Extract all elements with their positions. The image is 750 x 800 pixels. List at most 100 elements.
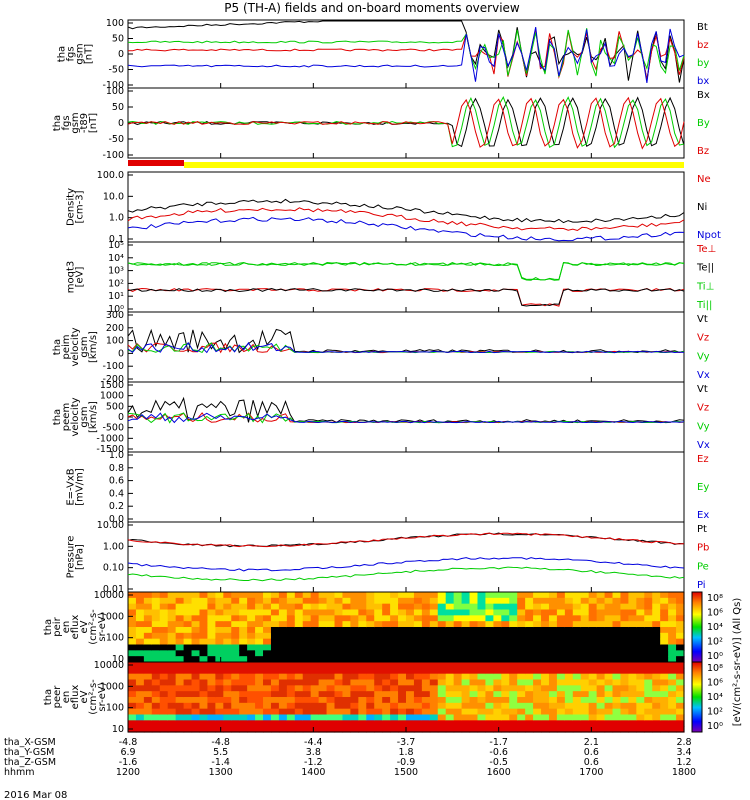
spectrogram-cell [382,726,391,733]
spectrogram-cell [533,621,542,628]
spectrogram-cell [525,592,534,599]
spectrogram-cell [406,632,415,640]
y-tick-label: 1000 [100,611,124,622]
y-axis-label: [nPa] [75,544,86,570]
spectrogram-cell [270,673,280,681]
spectrogram-cell [143,697,153,704]
spectrogram-cell [382,592,391,599]
spectrogram-cell [660,662,669,669]
spectrogram-cell [541,679,550,686]
spectrogram-cell [588,714,598,721]
spectrogram-cell [461,609,471,616]
spectrogram-cell [390,644,399,651]
spectrogram-cell [548,609,558,616]
spectrogram-cell [302,720,312,727]
spectrogram-cell [445,726,455,733]
spectrogram-cell [318,597,328,605]
spectrogram-cell [628,662,637,669]
spectrogram-cell [437,609,447,616]
spectrogram-cell [398,667,407,675]
spectrogram-cell [620,691,629,698]
spectrogram-cell [421,638,431,646]
spectrogram-cell [501,662,510,669]
spectrogram-cell [660,621,669,628]
spectrogram-cell [183,714,193,721]
spectrogram-cell [342,720,351,727]
spectrogram-cell [382,702,391,710]
spectrogram-cell [191,615,201,622]
spectrogram-cell [239,697,248,704]
spectrogram-cell [318,621,328,628]
spectrogram-cell [358,697,367,704]
spectrogram-cell [263,650,272,657]
spectrogram-cell [366,644,375,651]
spectrogram-cell [461,679,471,686]
spectrogram-cell [382,621,391,628]
spectrogram-cell [541,697,550,704]
spectrogram-cell [366,597,375,605]
spectrogram-cell [342,714,351,721]
spectrogram-cell [469,615,479,622]
spectrogram-cell [556,726,566,733]
spectrogram-cell [159,720,169,727]
spectrogram-cell [604,708,614,716]
spectrogram-cell [541,627,550,634]
spectrogram-cell [175,714,185,721]
spectrogram-cell [255,714,264,721]
y-tick-label: -100 [102,80,124,91]
spectrogram-cell [445,609,455,616]
spectrogram-cell [628,667,637,675]
spectrogram-cell [366,627,375,634]
spectrogram-cell [358,638,367,646]
spectrogram-cell [247,632,256,640]
spectrogram-cell [620,603,629,611]
spectrogram-cell [350,615,359,622]
spectrogram-cell [302,714,312,721]
spectrogram-cell [509,679,518,686]
spectrogram-cell [644,603,653,611]
spectrogram-cell [580,685,590,692]
spectrogram-cell [191,644,201,651]
spectrogram-cell [294,656,304,663]
spectrogram-cell [263,621,272,628]
spectrogram-cell [493,621,502,628]
spectrogram-cell [437,592,447,599]
spectrogram-cell [223,714,232,721]
spectrogram-cell [636,726,645,733]
spectrogram-cell [167,708,177,716]
spectrogram-cell [668,615,677,622]
spectrogram-cell [247,597,256,605]
spectrogram-cell [135,597,145,605]
spectrogram-cell [596,662,606,669]
spectrogram-cell [564,673,574,681]
spectrogram-cell [278,685,288,692]
spectrogram-cell [390,621,399,628]
spectrogram-cell [501,697,510,704]
spectrogram-cell [239,679,248,686]
spectrogram-cell [588,621,598,628]
spectrogram-cell [310,720,320,727]
spectrogram-cell [509,697,518,704]
spectrogram-cell [191,609,201,616]
spectrogram-cell [660,627,669,634]
spectrogram-cell [445,702,455,710]
spectrogram-cell [191,597,201,605]
spectrogram-cell [572,638,582,646]
spectrogram-cell [453,708,463,716]
spectrogram-cell [358,609,367,616]
spectrogram-cell [469,632,479,640]
spectrogram-cell [453,685,463,692]
spectrogram-cell [596,679,606,686]
spectrogram-cell [326,615,336,622]
spectrogram-cell [509,597,518,605]
spectrogram-cell [278,621,288,628]
spectrogram-cell [437,656,447,663]
spectrogram-cell [159,621,169,628]
spectrogram-cell [247,621,256,628]
spectrogram-cell [660,615,669,622]
spectrogram-cell [207,662,216,669]
spectrogram-cell [437,597,447,605]
spectrogram-cell [215,720,224,727]
ephemeris-value: 1600 [487,767,511,778]
spectrogram-cell [406,679,415,686]
